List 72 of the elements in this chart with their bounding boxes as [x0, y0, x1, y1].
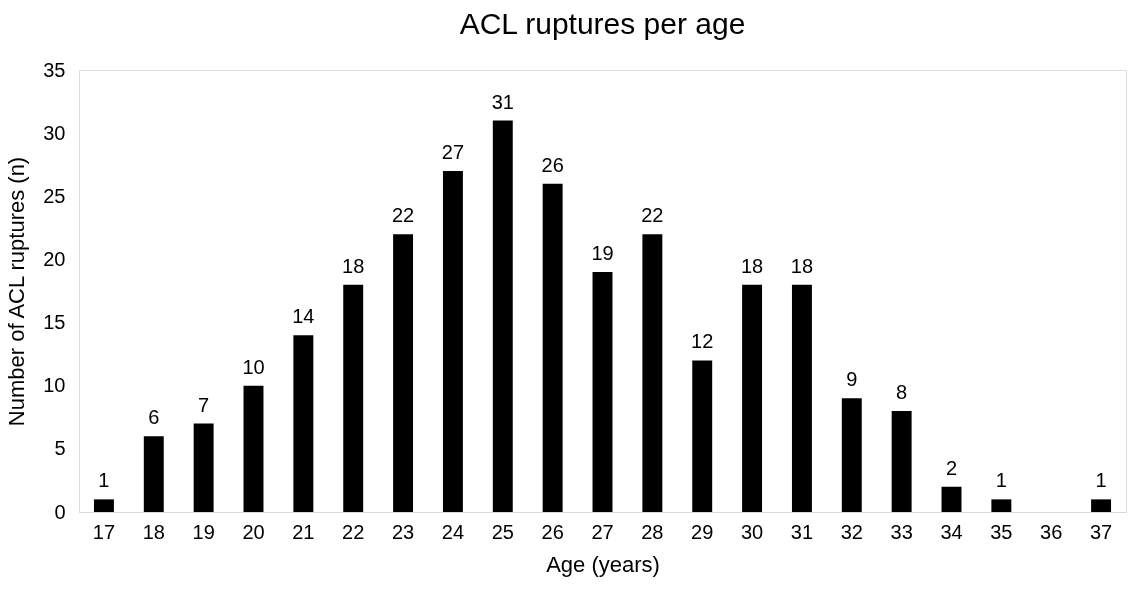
bar	[891, 410, 912, 512]
x-tick-label: 34	[940, 520, 963, 543]
data-label: 9	[846, 368, 858, 391]
bar	[692, 360, 713, 512]
x-tick-label: 30	[740, 520, 764, 543]
data-label: 18	[790, 254, 814, 277]
bar	[742, 284, 763, 512]
data-label: 12	[691, 330, 714, 353]
bar	[791, 284, 812, 512]
x-tick-label: 33	[890, 520, 913, 543]
data-label: 14	[292, 305, 315, 328]
y-axis-title: Number of ACL ruptures (n)	[4, 156, 30, 427]
y-tick-label: 25	[43, 184, 66, 207]
bar	[93, 499, 114, 512]
x-tick-label: 21	[292, 520, 315, 543]
x-tick-label: 24	[441, 520, 465, 543]
x-tick-label: 19	[192, 520, 215, 543]
data-label: 7	[198, 393, 210, 416]
bar	[492, 120, 513, 512]
y-tick-label: 15	[43, 311, 66, 334]
bar	[293, 335, 314, 512]
bar	[542, 183, 563, 512]
data-label: 18	[342, 254, 365, 277]
bar	[841, 398, 862, 512]
data-label: 18	[740, 254, 764, 277]
data-label: 1	[1095, 469, 1107, 492]
x-tick-label: 26	[541, 520, 564, 543]
bar	[991, 499, 1012, 512]
bar	[442, 171, 463, 512]
x-tick-label: 32	[840, 520, 863, 543]
data-label: 22	[641, 204, 664, 227]
bar	[592, 272, 613, 512]
data-label: 26	[541, 153, 564, 176]
bar	[1091, 499, 1112, 512]
bar	[143, 436, 164, 512]
y-tick-label: 35	[43, 58, 66, 81]
y-tick-label: 5	[54, 437, 66, 460]
y-tick-label: 0	[54, 500, 66, 523]
bar	[193, 423, 214, 512]
y-tick-label: 10	[43, 374, 66, 397]
x-tick-label: 22	[342, 520, 365, 543]
x-tick-label: 37	[1089, 520, 1113, 543]
x-tick-label: 27	[591, 520, 614, 543]
x-tick-label: 35	[990, 520, 1013, 543]
data-label: 19	[591, 242, 614, 265]
y-tick-label: 20	[43, 247, 66, 270]
bar	[642, 234, 663, 512]
x-tick-label: 36	[1040, 520, 1063, 543]
chart-title: ACL ruptures per age	[459, 7, 746, 40]
bar	[941, 486, 962, 512]
bar	[393, 234, 414, 512]
bar	[243, 385, 264, 512]
x-tick-label: 23	[391, 520, 415, 543]
data-label: 1	[995, 469, 1007, 492]
x-tick-label: 18	[142, 520, 165, 543]
x-tick-label: 20	[242, 520, 265, 543]
bar	[343, 284, 364, 512]
data-label: 10	[242, 355, 265, 378]
y-tick-label: 30	[43, 121, 66, 144]
data-label: 8	[896, 380, 908, 403]
data-label: 31	[491, 90, 514, 113]
data-label: 6	[148, 406, 160, 429]
x-tick-label: 17	[92, 520, 116, 543]
x-tick-label: 28	[641, 520, 664, 543]
data-label: 1	[98, 469, 110, 492]
data-label: 22	[391, 204, 415, 227]
data-label: 27	[441, 141, 465, 164]
x-tick-label: 25	[491, 520, 514, 543]
data-label: 2	[945, 456, 958, 479]
x-axis-title: Age (years)	[546, 551, 660, 577]
x-tick-label: 31	[790, 520, 814, 543]
x-tick-label: 29	[691, 520, 714, 543]
